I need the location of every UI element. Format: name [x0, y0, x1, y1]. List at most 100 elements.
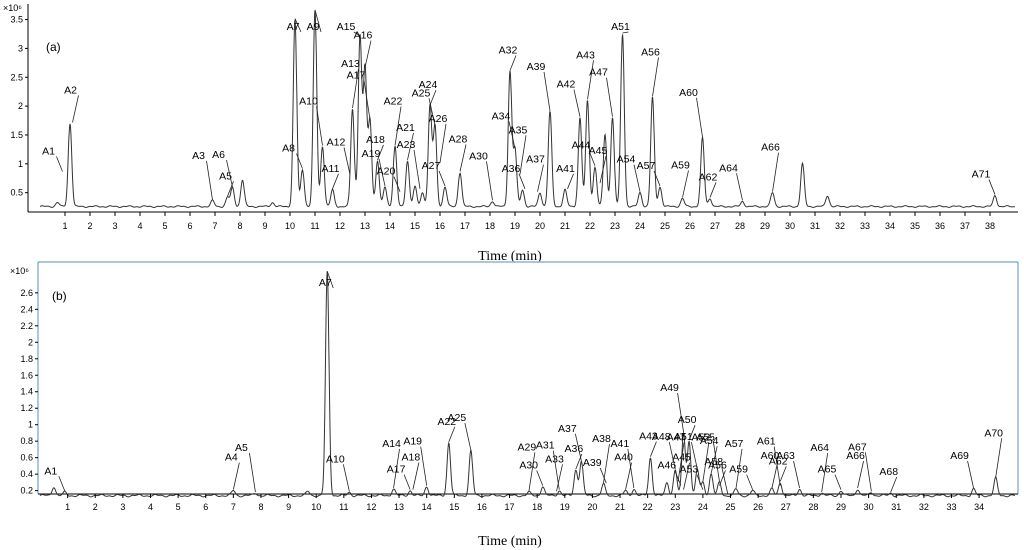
x-tick-label: 38	[985, 221, 995, 231]
x-tick-label: 6	[187, 221, 192, 231]
x-tick-label: 7	[231, 502, 236, 512]
x-tick-label: 27	[781, 502, 791, 512]
peak-leader-line	[378, 158, 386, 187]
peak-leader-line	[622, 31, 629, 34]
peak-label-a48: A48	[652, 431, 671, 443]
peak-label-a6: A6	[212, 149, 225, 161]
y-tick-label: 0.5	[10, 188, 23, 198]
peak-leader-line	[588, 150, 596, 166]
x-tick-label: 32	[835, 221, 845, 231]
peak-label-a36: A36	[502, 163, 521, 175]
x-tick-label: 34	[885, 221, 895, 231]
peak-leader-line	[227, 181, 234, 197]
peak-leader-line	[779, 466, 787, 482]
x-tick-label: 29	[836, 502, 846, 512]
peak-label-a64: A64	[719, 162, 738, 174]
peak-label-a9: A9	[307, 21, 320, 33]
peak-label-a30: A30	[469, 150, 488, 162]
x-tick-label: 18	[485, 221, 495, 231]
peak-leader-line	[459, 144, 467, 172]
x-tick-label: 37	[960, 221, 970, 231]
peak-leader-line	[677, 442, 685, 482]
peak-label-a22: A22	[437, 416, 456, 428]
peak-label-a59: A59	[729, 464, 748, 476]
peak-label-a16: A16	[354, 30, 373, 42]
panel-a-chromatogram-trace	[39, 10, 1016, 209]
peak-label-a10: A10	[299, 96, 318, 108]
peak-label-a38: A38	[592, 433, 611, 445]
x-tick-label: 8	[258, 502, 263, 512]
x-tick-label: 3	[120, 502, 125, 512]
x-tick-label: 30	[785, 221, 795, 231]
x-tick-label: 27	[710, 221, 720, 231]
peak-label-a47: A47	[589, 67, 608, 79]
x-tick-label: 16	[435, 221, 445, 231]
peak-label-a35: A35	[509, 124, 528, 136]
x-tick-label: 25	[660, 221, 670, 231]
peak-label-a62: A62	[699, 171, 718, 183]
peak-label-a19: A19	[403, 436, 422, 448]
x-tick-label: 29	[760, 221, 770, 231]
y-tick-label: 1.6	[20, 370, 33, 380]
peak-leader-line	[599, 155, 607, 184]
panel-b-chromatogram-trace	[39, 271, 1016, 498]
peak-leader-line	[567, 173, 574, 189]
peak-label-a5: A5	[219, 170, 232, 182]
peak-leader-line	[543, 71, 551, 111]
peak-label-a59: A59	[671, 159, 690, 171]
x-tick-label: 14	[385, 221, 395, 231]
panel-a-label: (a)	[46, 40, 61, 54]
peak-leader-line	[412, 462, 420, 490]
peak-leader-line	[696, 474, 704, 490]
peak-label-a10: A10	[326, 453, 345, 465]
peak-leader-line	[736, 173, 743, 201]
peak-label-a7: A7	[319, 277, 332, 289]
y-tick-label: 0.2	[20, 486, 33, 496]
y-tick-label: 0.8	[20, 436, 33, 446]
x-tick-label: 24	[698, 502, 708, 512]
y-tick-label: 3.5	[10, 15, 23, 25]
peak-leader-line	[519, 135, 527, 175]
peak-label-a47: A47	[667, 431, 686, 443]
peak-leader-line	[821, 453, 829, 493]
x-tick-label: 32	[919, 502, 929, 512]
x-tick-label: 15	[410, 221, 420, 231]
peak-leader-line	[342, 464, 350, 492]
peak-label-a50: A50	[678, 414, 697, 426]
peak-leader-line	[249, 453, 256, 493]
peak-label-a71: A71	[972, 169, 991, 181]
peak-label-a39: A39	[583, 457, 602, 469]
peak-leader-line	[857, 460, 864, 489]
x-tick-label: 16	[477, 502, 487, 512]
peak-label-a61: A61	[757, 436, 776, 448]
panel-a-x-label: Time (min)	[478, 249, 542, 264]
peak-leader-line	[627, 448, 635, 489]
x-tick-label: 14	[422, 502, 432, 512]
y-tick-label: 1	[18, 159, 23, 169]
peak-leader-line	[633, 164, 641, 192]
peak-leader-line	[988, 179, 996, 195]
peak-leader-line	[773, 446, 781, 486]
x-tick-label: 26	[685, 221, 695, 231]
peak-label-a55: A55	[696, 431, 715, 443]
peak-label-a13: A13	[341, 58, 360, 70]
x-tick-label: 11	[339, 502, 348, 512]
x-tick-label: 20	[587, 502, 597, 512]
panel-b-ticks: 1 2 3 4 5 6 7 8 9 10 11 12 13 14 15 16 17 18 19 20 21 22 23 24 2…	[20, 288, 984, 512]
peak-label-a26: A26	[429, 113, 448, 125]
peak-label-a65: A65	[818, 464, 837, 476]
peak-label-a15: A15	[337, 21, 356, 33]
peak-leader-line	[509, 55, 517, 71]
panel-b: ×10⁶ (b) Time (min) 1 2 3 4 5 6 7 8 9 10 11 12 13 14 1…	[10, 261, 1019, 549]
peak-leader-line	[834, 474, 842, 490]
peak-leader-line	[316, 106, 323, 146]
peak-label-a60: A60	[761, 450, 780, 462]
peak-leader-line	[377, 144, 384, 161]
y-tick-label: 3	[18, 43, 23, 53]
y-tick-label: 2.6	[20, 288, 33, 298]
peak-leader-line	[294, 18, 302, 33]
y-tick-label: 2	[28, 337, 33, 347]
peak-label-a28: A28	[449, 133, 468, 145]
